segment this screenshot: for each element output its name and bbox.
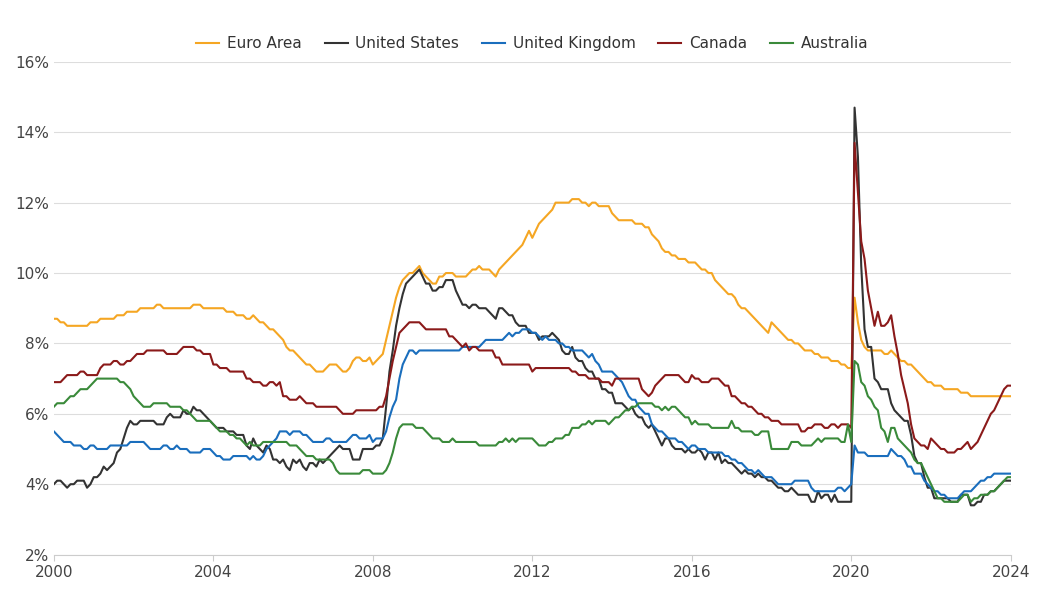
Australia — [48, 403, 61, 411]
United Kingdom — [513, 329, 526, 336]
United Kingdom — [942, 494, 954, 502]
United States — [965, 502, 977, 509]
Canada — [1004, 382, 1017, 389]
Australia — [91, 375, 103, 382]
Canada — [513, 361, 526, 368]
Canada — [942, 449, 954, 456]
United States — [48, 481, 61, 488]
Euro Area — [513, 245, 526, 252]
Canada — [802, 424, 814, 431]
United States — [367, 446, 379, 453]
Line: Australia: Australia — [54, 361, 1011, 502]
Legend: Euro Area, United States, United Kingdom, Canada, Australia: Euro Area, United States, United Kingdom… — [190, 30, 875, 57]
United States — [91, 474, 103, 481]
United Kingdom — [190, 449, 203, 456]
United States — [1004, 477, 1017, 484]
Euro Area — [91, 319, 103, 326]
Euro Area — [367, 361, 379, 368]
United States — [513, 322, 526, 330]
Australia — [1004, 474, 1017, 481]
Australia — [190, 417, 203, 424]
United Kingdom — [91, 446, 103, 453]
Canada — [367, 407, 379, 414]
Euro Area — [805, 347, 817, 354]
Canada — [849, 139, 861, 146]
Australia — [849, 358, 861, 365]
Australia — [513, 435, 526, 442]
United States — [57, 481, 70, 488]
United Kingdom — [48, 428, 61, 435]
Euro Area — [48, 315, 61, 322]
Canada — [190, 347, 203, 354]
Australia — [367, 470, 379, 477]
United States — [190, 407, 203, 414]
Euro Area — [190, 301, 203, 308]
United Kingdom — [57, 439, 70, 446]
Canada — [57, 375, 70, 382]
United Kingdom — [805, 484, 817, 491]
Australia — [57, 400, 70, 407]
Australia — [938, 498, 951, 505]
United Kingdom — [1004, 470, 1017, 477]
United Kingdom — [516, 326, 529, 333]
Line: Euro Area: Euro Area — [54, 199, 1011, 396]
Euro Area — [965, 393, 977, 400]
Canada — [91, 371, 103, 378]
Line: United Kingdom: United Kingdom — [54, 330, 1011, 498]
Canada — [48, 378, 61, 386]
United Kingdom — [367, 439, 379, 446]
Line: United States: United States — [54, 108, 1011, 505]
United States — [849, 104, 861, 111]
Euro Area — [1004, 393, 1017, 400]
Euro Area — [566, 196, 579, 203]
United States — [802, 491, 814, 499]
Line: Canada: Canada — [54, 143, 1011, 453]
Euro Area — [57, 319, 70, 326]
Australia — [802, 442, 814, 449]
